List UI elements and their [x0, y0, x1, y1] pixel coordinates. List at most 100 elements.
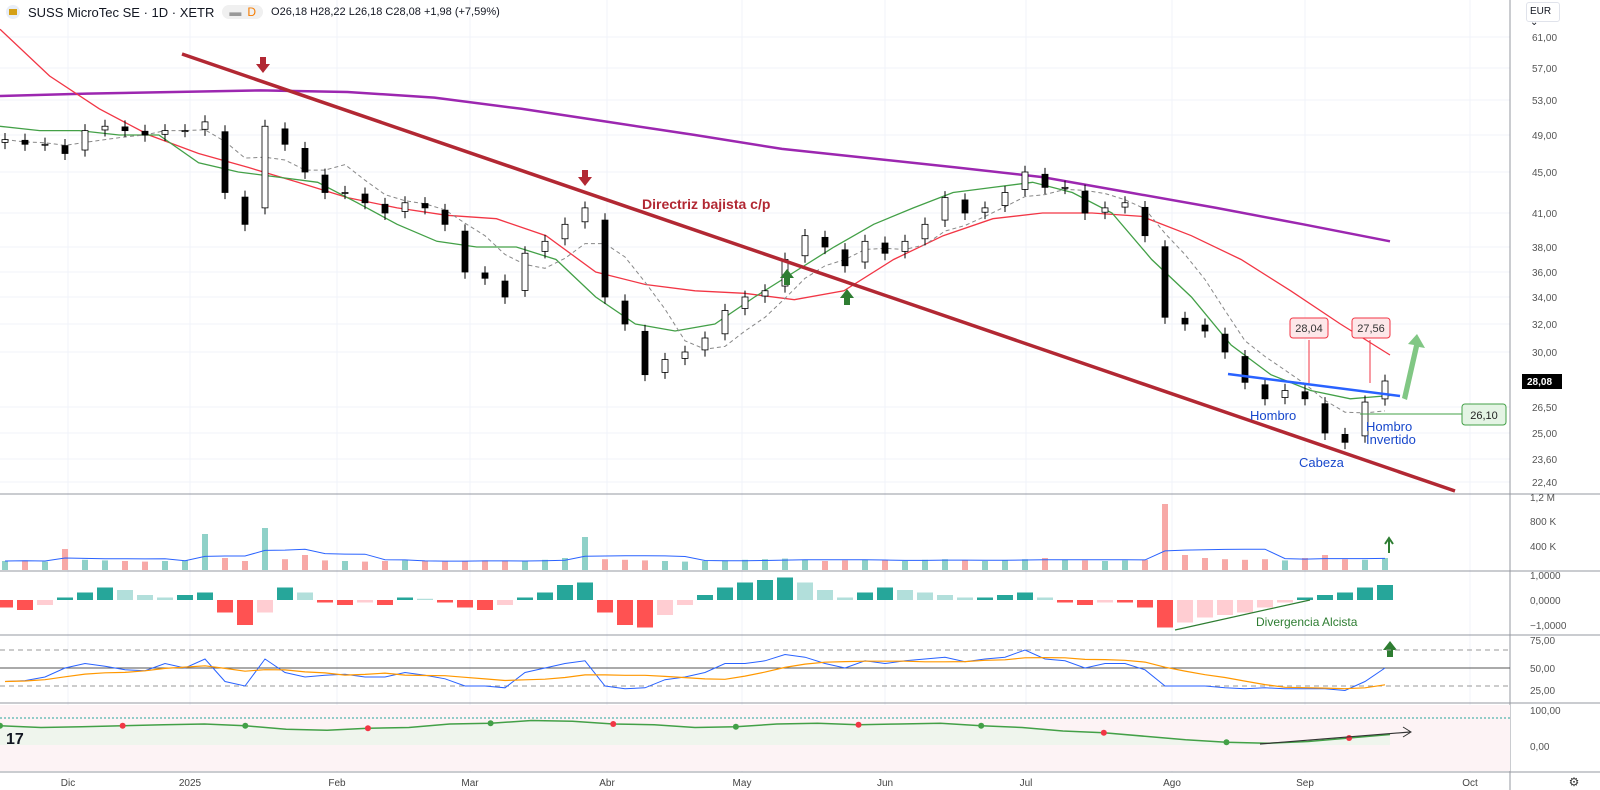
macd-histogram-bar — [757, 580, 773, 600]
time-axis-label: Dic — [61, 778, 75, 789]
macd-histogram-bar — [97, 587, 113, 600]
macd-histogram-bar — [897, 590, 913, 600]
volume-bar — [682, 561, 688, 570]
volume-bar — [1342, 559, 1348, 570]
time-axis-label: May — [733, 778, 752, 789]
divergence-arrowhead-icon — [1402, 726, 1412, 738]
macd-histogram-bar — [977, 597, 993, 600]
volume-bar — [82, 559, 88, 570]
volume-bar — [722, 560, 728, 570]
time-axis-label: 2025 — [179, 778, 202, 789]
macd-histogram-bar — [1257, 600, 1273, 608]
macd-histogram-bar — [557, 585, 573, 600]
candle-body — [1101, 207, 1109, 213]
macd-histogram-bar — [1337, 592, 1353, 600]
price-tick: 36,00 — [1532, 268, 1557, 279]
head-label: Cabeza — [1299, 455, 1345, 470]
macd-histogram-bar — [337, 600, 353, 605]
price-tick: 32,00 — [1532, 320, 1557, 331]
macd-histogram-bar — [877, 587, 893, 600]
candle-body — [961, 199, 969, 214]
symbol-logo-icon — [6, 5, 20, 19]
macd-histogram-bar — [237, 600, 253, 625]
interval-badge[interactable]: ▬ D — [222, 5, 264, 19]
candle-body — [1301, 391, 1309, 400]
symbol-title[interactable]: SUSS MicroTec SE · 1D · XETR — [28, 4, 215, 20]
candle-body — [801, 235, 809, 257]
volume-bar — [442, 561, 448, 570]
volume-bar — [1222, 559, 1228, 570]
candle-body — [161, 130, 169, 135]
candle-body — [541, 240, 549, 252]
candle-body — [41, 143, 49, 146]
macd-histogram-bar — [617, 600, 633, 625]
candle-body — [461, 230, 469, 273]
macd-histogram-bar — [597, 600, 613, 613]
price-tick: 61,00 — [1532, 33, 1557, 44]
candle-body — [1141, 206, 1149, 237]
time-axis-label: Sep — [1296, 778, 1314, 789]
macd-histogram-bar — [857, 592, 873, 600]
oscillator-tick: 0,00 — [1530, 742, 1550, 753]
candle-body — [21, 139, 29, 145]
oscillator-signal-dot — [1100, 729, 1107, 736]
macd-histogram-bar — [257, 600, 273, 613]
interval-label: D — [247, 5, 257, 19]
macd-histogram-bar — [657, 600, 673, 615]
volume-bar — [1102, 561, 1108, 570]
volume-bar — [222, 558, 228, 570]
volume-bar — [142, 561, 148, 570]
candle-body — [601, 219, 609, 298]
macd-histogram-bar — [77, 592, 93, 600]
time-axis-label: Jun — [877, 778, 893, 789]
macd-histogram-bar — [117, 590, 133, 600]
volume-bar — [1242, 559, 1248, 570]
candle-body — [841, 249, 849, 267]
oscillator-fill — [0, 720, 1390, 745]
shoulder-right-label-2: Invertido — [1366, 432, 1416, 447]
oscillator-divergence-line — [1259, 731, 1411, 745]
candle-body — [261, 125, 269, 209]
rsi-tick: 25,00 — [1530, 686, 1555, 697]
candle-body — [1041, 173, 1049, 188]
macd-histogram-bar — [357, 600, 373, 603]
candle-body — [641, 330, 649, 376]
volume-bar — [1042, 558, 1048, 570]
price-tick: 41,00 — [1532, 209, 1557, 220]
candle-body — [1221, 333, 1229, 353]
candle-body — [1, 139, 9, 143]
volume-tick: 800 K — [1530, 517, 1556, 528]
ma10-dashed-line — [4, 129, 1386, 414]
macd-tick: −1,0000 — [1530, 621, 1567, 632]
candle-body — [1021, 171, 1029, 190]
candle-body — [681, 351, 689, 359]
macd-histogram-bar — [37, 600, 53, 605]
time-axis-label: Ago — [1163, 778, 1181, 789]
divergence-line — [1174, 599, 1311, 631]
candle-body — [921, 223, 929, 240]
volume-bar — [922, 559, 928, 570]
volume-bar — [1122, 560, 1128, 570]
volume-bar — [1162, 504, 1168, 570]
oscillator-signal-dot — [978, 722, 985, 729]
candle-body — [661, 359, 669, 373]
oscillator-signal-dot — [119, 722, 126, 729]
candle-body — [441, 209, 449, 225]
candle-body — [1181, 317, 1189, 325]
volume-bar — [902, 561, 908, 570]
macd-histogram-bar — [1197, 600, 1213, 618]
volume-bar — [1362, 559, 1368, 570]
candle-body — [401, 202, 409, 212]
macd-histogram-bar — [57, 597, 73, 600]
volume-bar — [822, 561, 828, 570]
candle-body — [821, 236, 829, 248]
volume-bar — [502, 561, 508, 570]
macd-histogram-bar — [1057, 600, 1073, 603]
macd-histogram-bar — [437, 600, 453, 603]
volume-bar — [602, 559, 608, 570]
volume-bar — [1062, 559, 1068, 570]
candle-body — [721, 310, 729, 335]
last-price-badge — [1522, 374, 1562, 389]
currency-selector[interactable]: EUR ⌄ — [1526, 2, 1560, 28]
